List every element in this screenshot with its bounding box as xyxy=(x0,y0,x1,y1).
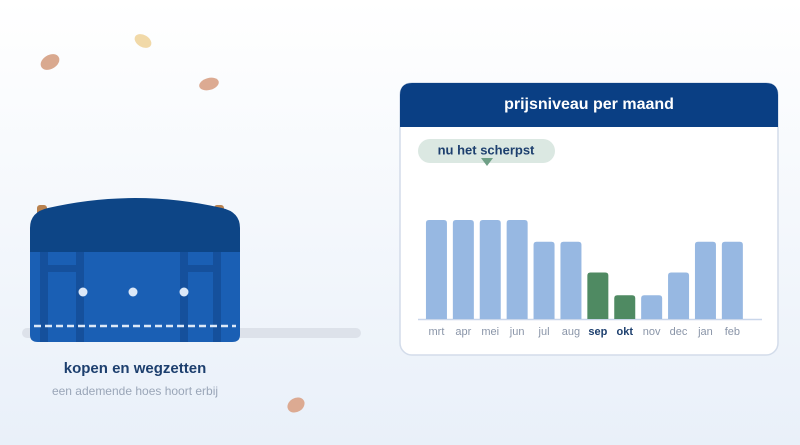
bar xyxy=(452,220,474,319)
x-tick-label: mei xyxy=(481,326,499,338)
badge xyxy=(418,139,555,163)
badge-pointer xyxy=(481,158,493,166)
x-tick-label: dec xyxy=(670,326,688,338)
x-tick-label: jan xyxy=(697,326,713,338)
badge-label: nu het scherpst xyxy=(438,142,535,157)
bar xyxy=(614,295,636,319)
x-tick-label: aug xyxy=(562,326,580,338)
coin xyxy=(287,397,305,413)
illustration-title: kopen en wegzetten xyxy=(64,360,207,377)
bar xyxy=(479,220,501,319)
x-tick-label: apr xyxy=(455,326,471,338)
bar xyxy=(506,220,528,319)
x-tick-label: jul xyxy=(538,326,550,338)
cover-illustration xyxy=(30,198,240,342)
bar xyxy=(587,272,609,319)
chart-title: prijsniveau per maand xyxy=(504,96,674,113)
x-tick-label: feb xyxy=(725,326,740,338)
x-tick-label: mrt xyxy=(429,326,445,338)
bar xyxy=(694,241,716,319)
bar xyxy=(721,241,743,319)
bar xyxy=(533,241,555,319)
x-tick-label: nov xyxy=(643,326,661,338)
illustration-subtitle: een ademende hoes hoort erbij xyxy=(52,384,218,398)
bar xyxy=(668,272,690,319)
x-tick-label: okt xyxy=(617,326,634,338)
x-tick-label: jun xyxy=(509,326,525,338)
bar xyxy=(560,241,582,319)
bar xyxy=(425,220,447,319)
x-tick-label: sep xyxy=(588,326,607,338)
coin xyxy=(134,34,152,48)
bar xyxy=(641,295,663,319)
coin xyxy=(40,54,60,70)
coin xyxy=(199,77,219,91)
